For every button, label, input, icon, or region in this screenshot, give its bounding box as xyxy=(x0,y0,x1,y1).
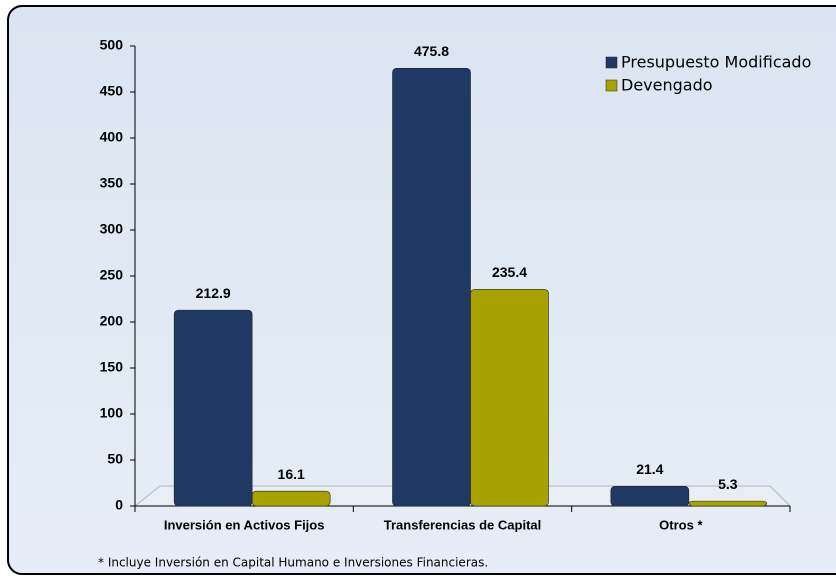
y-tick-label: 150 xyxy=(100,359,124,375)
y-tick-label: 400 xyxy=(100,129,124,145)
y-tick-label: 250 xyxy=(100,267,124,283)
value-label: 235.4 xyxy=(492,264,527,280)
y-tick-label: 200 xyxy=(100,313,124,329)
x-tick-label: Inversión en Activos Fijos xyxy=(164,517,325,532)
bar xyxy=(610,486,690,507)
bar xyxy=(392,67,471,507)
value-label: 16.1 xyxy=(278,466,305,482)
y-tick-label: 500 xyxy=(100,37,124,53)
legend-swatch xyxy=(605,56,618,69)
x-tick-label: Otros * xyxy=(659,517,703,532)
y-tick-label: 50 xyxy=(107,451,123,467)
y-tick-label: 0 xyxy=(115,497,123,513)
y-tick-label: 350 xyxy=(100,175,124,191)
x-tick-label: Transferencias de Capital xyxy=(384,517,542,532)
bar xyxy=(688,500,768,507)
value-label: 212.9 xyxy=(196,285,231,301)
value-label: 5.3 xyxy=(718,476,738,492)
legend-label: Devengado xyxy=(621,76,713,95)
y-tick-label: 450 xyxy=(100,83,124,99)
bar xyxy=(470,289,549,507)
bar xyxy=(173,309,253,507)
y-tick-label: 100 xyxy=(100,405,124,421)
value-label: 21.4 xyxy=(636,461,663,477)
bar xyxy=(251,490,331,507)
y-tick-label: 300 xyxy=(100,221,124,237)
footnote: * Incluye Inversión en Capital Humano e … xyxy=(98,556,488,570)
value-label: 475.8 xyxy=(414,43,449,59)
legend-swatch xyxy=(605,79,618,92)
legend-label: Presupuesto Modificado xyxy=(621,53,811,72)
